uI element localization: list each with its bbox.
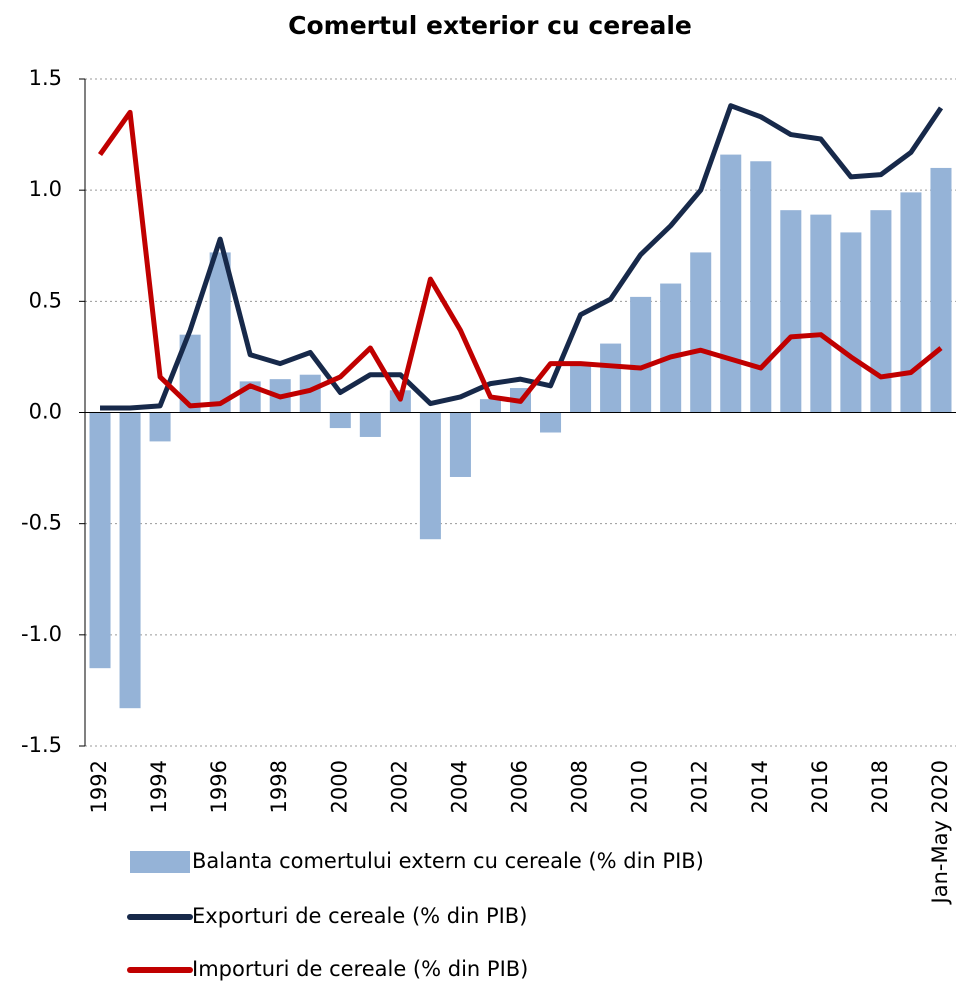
x-tick-label: Jan-May 2020: [928, 760, 952, 905]
x-tick-label: 2018: [868, 760, 892, 813]
x-tick-label: 1992: [87, 760, 111, 813]
x-tick-label: 2012: [688, 760, 712, 813]
x-tick-label: 2004: [447, 760, 471, 813]
x-tick-label: 1996: [207, 760, 231, 813]
x-tick-label: 2008: [568, 760, 592, 813]
x-tick-label: 2002: [387, 760, 411, 813]
bar: [660, 283, 682, 413]
chart-title: Comertul exterior cu cereale: [288, 11, 692, 40]
bar: [119, 412, 141, 709]
legend-label: Importuri de cereale (% din PIB): [192, 957, 528, 981]
bar: [540, 412, 562, 433]
bar: [690, 252, 712, 413]
bar: [870, 210, 892, 413]
y-tick-label: 1.0: [29, 177, 62, 201]
bar: [419, 412, 441, 540]
bar: [840, 232, 862, 413]
bar: [179, 334, 201, 413]
x-tick-label: 2006: [508, 760, 532, 813]
bar: [930, 167, 952, 413]
x-tick-label: 1998: [267, 760, 291, 813]
bar: [780, 210, 802, 413]
bar: [479, 399, 501, 413]
bar: [299, 374, 321, 413]
y-tick-label: 0.0: [29, 400, 62, 424]
legend-swatch: [130, 851, 190, 873]
y-tick-label: 1.5: [29, 66, 62, 90]
bar: [359, 412, 381, 437]
bar: [570, 363, 592, 413]
x-tick-label: 2010: [628, 760, 652, 813]
y-tick-label: -1.5: [21, 733, 62, 757]
legend-label: Balanta comertului extern cu cereale (% …: [192, 849, 704, 873]
bar: [630, 296, 652, 413]
bar: [900, 192, 922, 413]
x-tick-label: 2016: [808, 760, 832, 813]
line: [100, 103, 944, 411]
y-tick-label: -1.0: [21, 622, 62, 646]
legend-label: Exporturi de cereale (% din PIB): [192, 904, 527, 928]
bar: [329, 412, 351, 429]
bar: [750, 161, 772, 413]
bar: [810, 214, 832, 413]
x-tick-label: 2014: [748, 760, 772, 813]
bar: [449, 412, 471, 477]
bar: [720, 154, 742, 413]
x-tick-label: 2000: [327, 760, 351, 813]
y-tick-label: -0.5: [21, 511, 62, 535]
bar: [89, 412, 111, 669]
y-tick-label: 0.5: [29, 288, 62, 312]
bar: [149, 412, 171, 442]
bar: [209, 252, 231, 413]
x-tick-label: 1994: [147, 760, 171, 813]
bar: [600, 343, 622, 413]
line: [97, 109, 943, 409]
